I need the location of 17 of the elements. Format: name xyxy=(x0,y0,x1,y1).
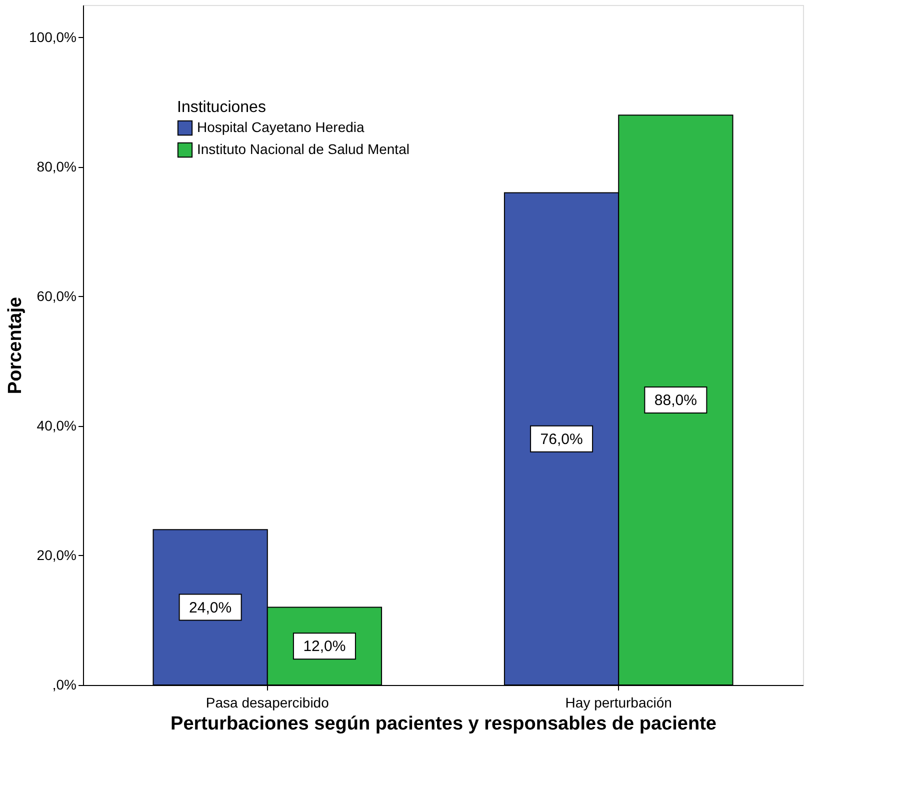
legend-title: Instituciones xyxy=(177,99,266,116)
y-axis-title: Porcentaje xyxy=(5,296,26,394)
y-tick-label: 60,0% xyxy=(36,288,76,304)
y-tick-label: 40,0% xyxy=(36,417,76,434)
x-tick-label: Pasa desapercibido xyxy=(206,694,330,710)
data-label: 24,0% xyxy=(189,599,232,616)
legend-label: Instituto Nacional de Salud Mental xyxy=(197,141,410,157)
legend-label: Hospital Cayetano Heredia xyxy=(197,119,365,135)
y-tick-label: 80,0% xyxy=(36,158,76,174)
data-label: 76,0% xyxy=(540,430,583,448)
x-tick-label: Hay perturbación xyxy=(565,694,672,710)
x-axis-title: Perturbaciones según pacientes y responsables de paciente xyxy=(170,714,716,734)
y-tick-label: 100,0% xyxy=(29,28,76,45)
data-label: 88,0% xyxy=(654,392,697,410)
y-tick-label: ,0% xyxy=(52,676,76,692)
data-label: 12,0% xyxy=(303,638,346,656)
y-tick-label: 20,0% xyxy=(36,546,76,563)
